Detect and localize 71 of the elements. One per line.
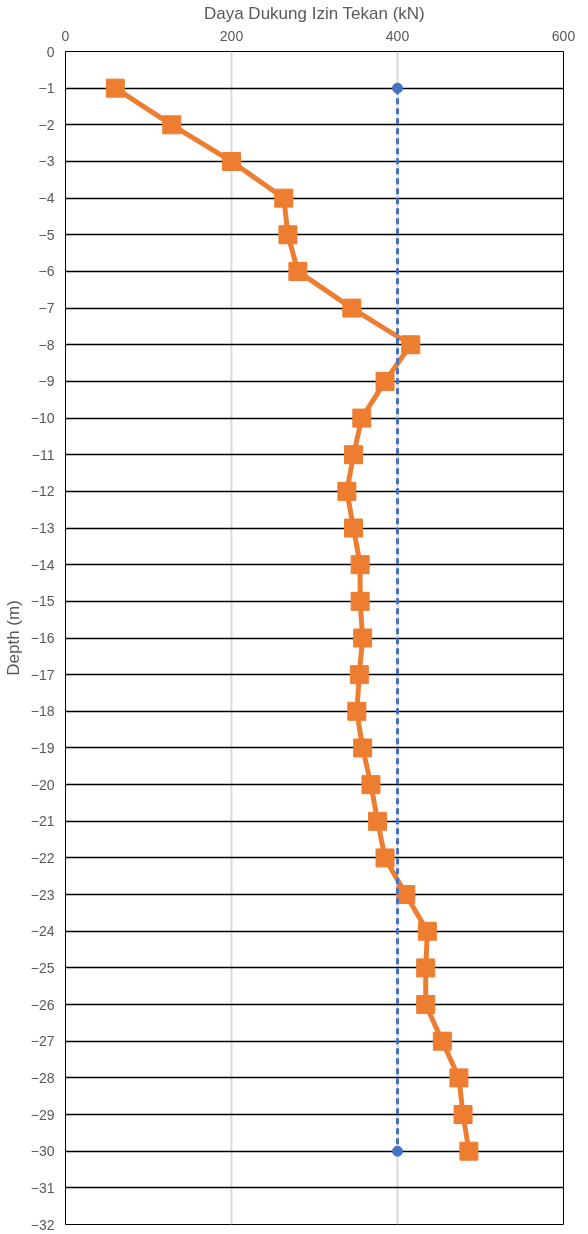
- y-tick-label: −29: [30, 1106, 55, 1123]
- y-tick-label: −4: [38, 190, 55, 207]
- point: [392, 1145, 403, 1157]
- point: [344, 518, 364, 538]
- y-tick-label: −6: [38, 263, 55, 280]
- y-tick-label: −30: [30, 1143, 55, 1160]
- y-tick-label: −27: [30, 1033, 55, 1050]
- y-tick-label: −28: [30, 1069, 55, 1086]
- point: [353, 738, 373, 758]
- y-tick-label: −2: [38, 116, 55, 133]
- point: [350, 591, 370, 611]
- y-tick-label: −3: [38, 153, 55, 170]
- y-tick-label: −32: [30, 1216, 55, 1233]
- point: [353, 628, 373, 648]
- point: [352, 408, 372, 428]
- y-tick-label: −8: [38, 336, 55, 353]
- x-tick-label: 400: [385, 27, 410, 44]
- y-tick-label: −17: [30, 666, 55, 683]
- y-tick-label: −23: [30, 886, 55, 903]
- x-tick-label: 0: [61, 27, 70, 44]
- point: [347, 701, 367, 721]
- point: [344, 445, 364, 465]
- point: [401, 335, 421, 355]
- point: [350, 555, 370, 575]
- point: [396, 885, 416, 905]
- point: [278, 225, 298, 245]
- point: [368, 811, 388, 831]
- point: [375, 848, 395, 868]
- y-tick-label: −9: [38, 373, 55, 390]
- y-tick-label: −11: [31, 446, 55, 463]
- point: [162, 115, 182, 135]
- point: [337, 481, 357, 501]
- point: [105, 78, 125, 98]
- y-tick-label: −18: [30, 703, 55, 720]
- y-tick-label: −13: [30, 520, 55, 537]
- x-tick-label: 600: [551, 27, 576, 44]
- point: [416, 958, 436, 978]
- point: [453, 1105, 473, 1125]
- y-tick-label: −16: [30, 630, 55, 646]
- y-tick-label: −22: [30, 849, 55, 866]
- point: [349, 665, 369, 685]
- point: [416, 995, 436, 1015]
- y-tick-label: −19: [30, 739, 55, 756]
- y-tick-label: −15: [30, 593, 55, 610]
- y-tick-label: −31: [30, 1179, 55, 1196]
- y-tick-label: −5: [38, 226, 55, 243]
- point: [449, 1068, 469, 1088]
- y-tick-label: −26: [30, 996, 55, 1013]
- point: [361, 775, 381, 795]
- point: [288, 261, 308, 281]
- point: [342, 298, 362, 318]
- y-axis-title: Depth (m): [3, 600, 23, 676]
- point: [222, 151, 241, 171]
- y-tick-label: −20: [30, 776, 55, 793]
- y-tick-label: −12: [30, 483, 55, 500]
- point: [417, 921, 437, 941]
- y-tick-label: 0: [46, 43, 55, 60]
- y-tick-label: −1: [38, 80, 55, 97]
- point: [432, 1031, 452, 1051]
- point: [375, 371, 395, 391]
- y-tick-label: −14: [30, 556, 55, 573]
- point: [274, 188, 294, 208]
- x-tick-label: 200: [219, 27, 244, 44]
- y-tick-label: −21: [30, 813, 55, 830]
- y-tick-label: −24: [30, 923, 55, 940]
- point: [459, 1141, 479, 1161]
- y-tick-label: −25: [30, 959, 55, 976]
- y-tick-label: −7: [38, 300, 55, 317]
- y-tick-label: −10: [30, 410, 55, 427]
- x-axis-title: Daya Dukung Izin Tekan (kN): [203, 3, 425, 23]
- point: [392, 82, 403, 94]
